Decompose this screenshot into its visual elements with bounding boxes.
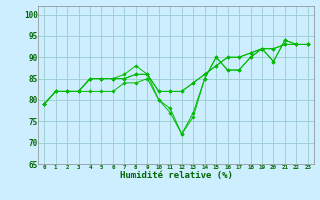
- X-axis label: Humidité relative (%): Humidité relative (%): [120, 171, 232, 180]
